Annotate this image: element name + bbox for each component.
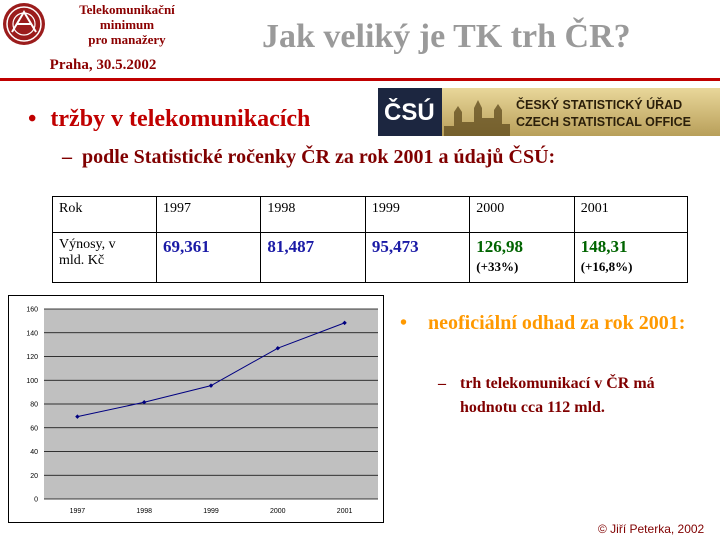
event-name: Telekomunikační minimum pro manažery (52, 2, 202, 47)
y-tick-label: 20 (30, 473, 38, 480)
csu-logo-mark: ČSÚ (384, 98, 435, 126)
table-growth-note: (+16,8%) (580, 259, 633, 274)
y-tick-label: 40 (30, 449, 38, 456)
y-tick-label: 60 (30, 425, 38, 432)
table-value-cell: 126,98 (+33%) (469, 232, 575, 283)
table-year-cell: 1999 (364, 196, 471, 233)
csu-logo-line1: ČESKÝ STATISTICKÝ ÚŘAD (516, 97, 682, 112)
table-value: 81,487 (267, 237, 315, 256)
table-value-cell: 69,361 (155, 232, 262, 283)
table-value: 126,98 (476, 237, 524, 256)
header-divider (0, 78, 720, 81)
y-tick-label: 0 (34, 497, 38, 504)
bullet-source-text: podle Statistické ročenky ČR za rok 2001… (82, 146, 556, 168)
table-year-cell: 2000 (469, 196, 575, 233)
csu-logo-line2: CZECH STATISTICAL OFFICE (516, 115, 691, 129)
data-point (142, 400, 147, 405)
csu-logo: ČSÚ ČESKÝ STATISTICKÝ ÚŘAD CZECH STATIST… (378, 88, 720, 136)
table-value-cell: 81,487 (260, 232, 366, 283)
y-tick-label: 100 (26, 378, 38, 385)
revenue-line-chart: 0 20 40 60 80 100 120 140 160 1997 1998 1999 2000 20… (8, 295, 384, 523)
revenue-table: Rok 1997 1998 1999 2000 2001 Výnosy, v m… (52, 196, 689, 283)
data-point (208, 383, 214, 388)
table-value: 69,361 (163, 237, 210, 256)
table-year-cell: 1997 (155, 196, 262, 233)
y-tick-label: 120 (26, 354, 38, 361)
bullet-dot-icon: • (28, 106, 37, 132)
event-name-line3: pro manažery (88, 32, 166, 47)
x-tick-label: 2000 (270, 508, 286, 515)
table-growth-note: (+33%) (476, 259, 519, 274)
bullet-source: – podle Statistické ročenky ČR za rok 200… (62, 146, 555, 169)
bullet-revenue: • tržby v telekomunikacích (28, 106, 310, 133)
table-year-cell: 1998 (260, 196, 366, 233)
event-name-line2: minimum (99, 17, 155, 32)
x-tick-label: 2001 (337, 508, 353, 515)
table-value-label-line2: mld. Kč (59, 253, 105, 268)
table-value-cell: 148,31 (+16,8%) (573, 232, 689, 283)
copyright: © Jiří Peterka, 2002 (598, 522, 705, 536)
table-row-values: Výnosy, v mld. Kč 69,361 81,487 95,473 1… (52, 232, 689, 283)
bullet-dash-icon: – (62, 146, 72, 168)
event-name-line1: Telekomunikační (79, 2, 175, 17)
data-point (342, 320, 347, 326)
data-point (275, 346, 280, 351)
y-tick-label: 140 (26, 330, 38, 337)
table-row-years: Rok 1997 1998 1999 2000 2001 (52, 196, 689, 233)
table-year-cell: 2001 (573, 196, 689, 233)
bullet-revenue-text: tržby v telekomunikacích (50, 106, 311, 132)
castle-silhouette-icon (444, 100, 510, 136)
table-value-cell: 95,473 (364, 232, 471, 283)
bullet-dash-icon: – (438, 375, 446, 392)
data-point (75, 414, 80, 419)
table-row-header: Rok (52, 196, 157, 233)
x-tick-label: 1997 (70, 508, 86, 515)
slide-title: Jak veliký je TK trh ČR? (262, 18, 631, 55)
table-value-label-line1: Výnosy, v (59, 237, 116, 252)
event-date: Praha, 30.5.2002 (49, 57, 157, 73)
bullet-estimate-text: neoficiální odhad za rok 2001: (428, 312, 686, 334)
y-tick-label: 160 (26, 307, 38, 314)
table-value-label: Výnosy, v mld. Kč (52, 232, 157, 283)
table-value: 148,31 (580, 237, 628, 256)
x-tick-label: 1999 (203, 508, 219, 515)
bullet-dot-icon: • (400, 312, 408, 334)
y-tick-label: 80 (30, 402, 38, 409)
table-value: 95,473 (371, 237, 419, 256)
bullet-market-value-text: trh telekomunikací v ČR má hodnotu cca 1… (460, 375, 655, 416)
x-tick-label: 1998 (136, 508, 152, 515)
conference-logo-icon (3, 3, 45, 45)
